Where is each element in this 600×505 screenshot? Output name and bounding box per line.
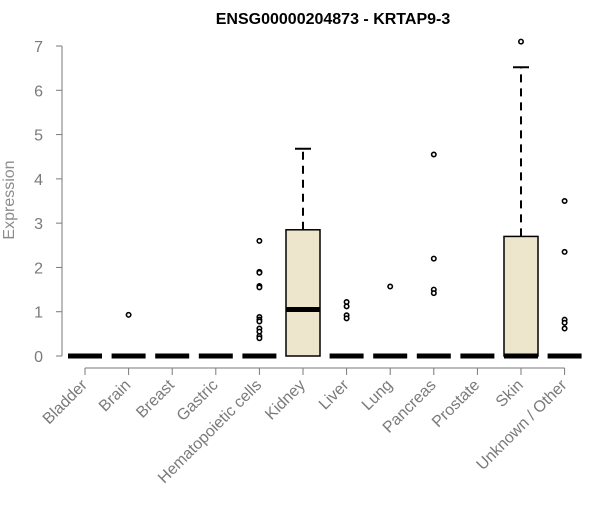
outlier-point [561, 325, 568, 332]
x-tick-label: Liver [316, 376, 353, 413]
outlier-point [256, 335, 263, 342]
y-tick-label: 5 [34, 128, 43, 145]
x-tick-label: Skin [493, 377, 527, 411]
box-group [242, 237, 277, 359]
box-group [111, 311, 146, 359]
box-group [547, 198, 582, 359]
outlier-point [343, 303, 350, 310]
x-tick-label: Prostate [429, 377, 483, 431]
box-iqr [503, 235, 539, 357]
outlier-point [430, 255, 437, 262]
outlier-point [561, 319, 568, 326]
outlier-point [343, 315, 350, 322]
y-tick-label: 2 [34, 260, 43, 277]
y-tick-label: 7 [34, 39, 43, 56]
outlier-point [256, 269, 263, 276]
outlier-point [430, 290, 437, 297]
x-tick-label: Bladder [40, 376, 91, 427]
outlier-point [430, 151, 437, 158]
outlier-point [256, 284, 263, 291]
box-group [416, 151, 451, 359]
outlier-point [256, 237, 263, 244]
x-tick-label: Breast [133, 376, 178, 421]
outlier-point [517, 38, 524, 45]
outlier-point [561, 248, 568, 255]
outlier-point [561, 198, 568, 205]
outlier-point [387, 283, 394, 290]
y-tick-label: 6 [34, 83, 43, 100]
x-tick-label: Brain [96, 377, 134, 415]
y-axis-label: Expression [1, 160, 18, 239]
box-group [503, 38, 539, 359]
outlier-point [256, 318, 263, 325]
boxes [68, 38, 582, 359]
box-group [285, 147, 321, 357]
outlier-point [125, 311, 132, 318]
y-tick-label: 1 [34, 305, 43, 322]
x-tick-label: Kidney [262, 377, 309, 424]
box-iqr [285, 229, 321, 357]
chart-title: ENSG00000204873 - KRTAP9-3 [216, 11, 451, 28]
y-tick-label: 3 [34, 216, 43, 233]
x-tick-label: Lung [359, 377, 396, 414]
box-group [329, 298, 364, 359]
y-tick-label: 4 [34, 172, 43, 189]
box-group [373, 283, 408, 359]
y-tick-label: 0 [34, 349, 43, 366]
